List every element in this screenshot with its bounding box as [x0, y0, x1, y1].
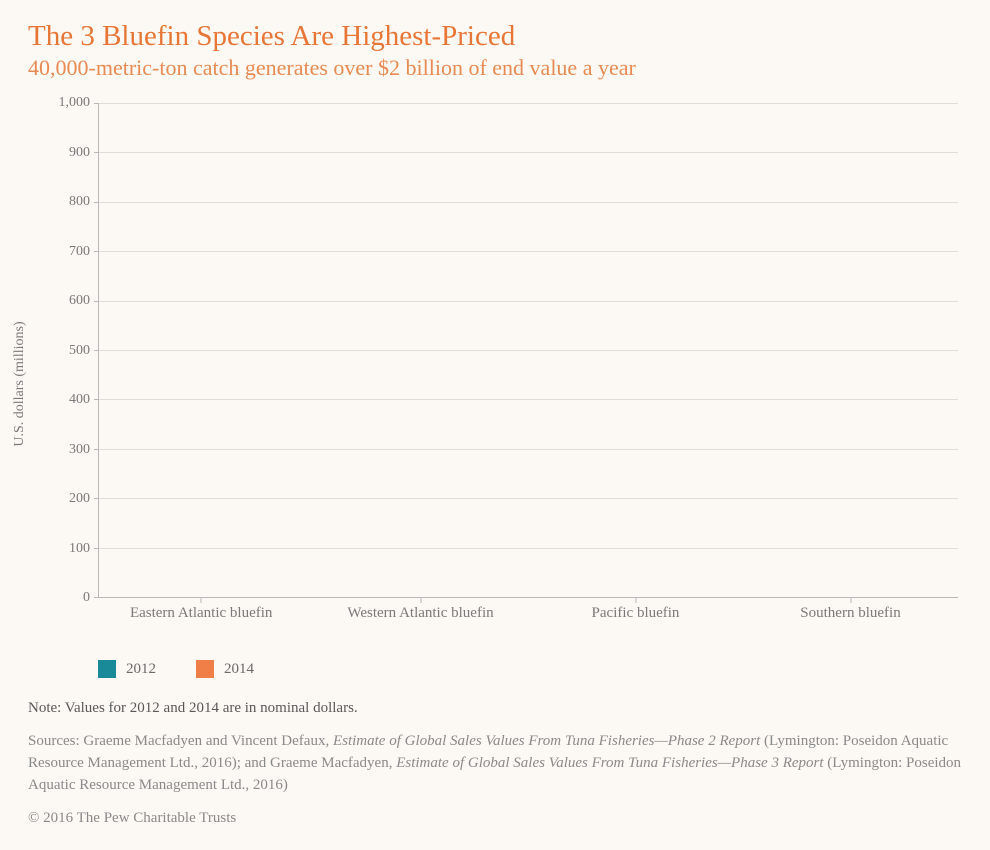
y-tick-label: 900	[69, 145, 90, 161]
gridline	[99, 103, 958, 104]
gridline	[99, 449, 958, 450]
legend-label: 2012	[126, 661, 156, 678]
gridline	[99, 152, 958, 153]
legend-item: 2014	[196, 660, 254, 678]
x-tick-mark	[201, 598, 202, 603]
y-tick-label: 800	[69, 194, 90, 210]
y-axis-label: U.S. dollars (millions)	[12, 321, 28, 446]
chart-title: The 3 Bluefin Species Are Highest-Priced	[28, 20, 962, 53]
sources-text: Sources: Graeme Macfadyen and Vincent De…	[28, 731, 962, 796]
x-tick-label: Eastern Atlantic bluefin	[111, 604, 291, 623]
y-tick-label: 100	[69, 541, 90, 557]
legend: 2012 2014	[98, 660, 962, 678]
y-tick-label: 1,000	[59, 95, 91, 111]
gridline	[99, 301, 958, 302]
y-tick-label: 500	[69, 343, 90, 359]
y-axis: 01002003004005006007008009001,000	[50, 103, 98, 598]
x-tick-mark	[420, 598, 421, 603]
chart-subtitle: 40,000-metric-ton catch generates over $…	[28, 55, 962, 81]
y-tick-label: 600	[69, 293, 90, 309]
x-tick-mark	[850, 598, 851, 603]
plot-area	[98, 103, 958, 598]
y-tick-label: 0	[83, 590, 90, 606]
x-tick-mark	[635, 598, 636, 603]
y-tick-label: 400	[69, 392, 90, 408]
legend-label: 2014	[224, 661, 254, 678]
x-axis: Eastern Atlantic bluefin Western Atlantic…	[98, 598, 958, 648]
gridline	[99, 548, 958, 549]
y-tick-label: 300	[69, 442, 90, 458]
x-tick-label: Pacific bluefin	[546, 604, 726, 623]
gridline	[99, 251, 958, 252]
note-text: Note: Values for 2012 and 2014 are in no…	[28, 700, 962, 717]
x-tick-label: Western Atlantic bluefin	[331, 604, 511, 623]
gridline	[99, 350, 958, 351]
legend-swatch	[196, 660, 214, 678]
sources-ital1: Estimate of Global Sales Values From Tun…	[333, 733, 760, 749]
sources-prefix: Sources: Graeme Macfadyen and Vincent De…	[28, 733, 333, 749]
copyright-text: © 2016 The Pew Charitable Trusts	[28, 810, 962, 827]
chart-area: U.S. dollars (millions) 0100200300400500…	[28, 103, 958, 648]
y-tick-label: 200	[69, 491, 90, 507]
x-tick-label: Southern bluefin	[761, 604, 941, 623]
gridline	[99, 202, 958, 203]
y-tick-label: 700	[69, 244, 90, 260]
legend-swatch	[98, 660, 116, 678]
legend-item: 2012	[98, 660, 156, 678]
sources-ital2: Estimate of Global Sales Values From Tun…	[396, 755, 823, 771]
gridline	[99, 498, 958, 499]
gridline	[99, 399, 958, 400]
